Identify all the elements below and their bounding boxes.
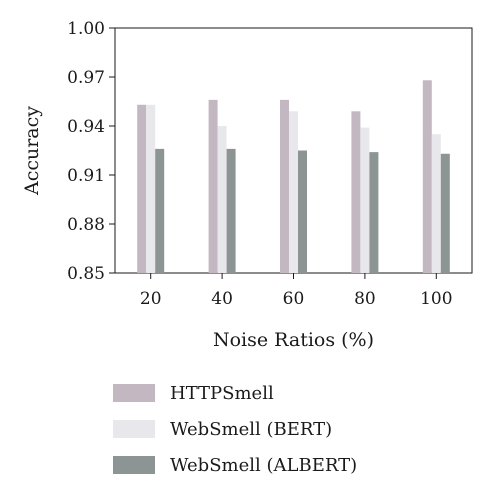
bar-websmell-bert-80 [360, 127, 370, 273]
bar-websmell-albert-100 [440, 153, 450, 273]
bar-websmell-albert-40 [226, 148, 236, 273]
legend-label: WebSmell (ALBERT) [170, 455, 357, 476]
y-tick-label: 0.94 [67, 117, 105, 137]
bar-websmell-bert-40 [217, 126, 227, 273]
bar-websmell-bert-60 [289, 111, 298, 273]
bar-websmell-albert-20 [155, 148, 165, 273]
bar-httpsmell-80 [351, 111, 361, 273]
x-tick-label: 40 [211, 289, 233, 309]
bar-websmell-bert-20 [146, 104, 156, 274]
y-tick-label: 0.85 [67, 264, 105, 284]
x-tick-label: 20 [140, 289, 162, 309]
y-axis-label: Accuracy [21, 106, 43, 196]
legend: HTTPSmell WebSmell (BERT) WebSmell (ALBERT… [113, 383, 357, 476]
bar-websmell-albert-80 [369, 152, 379, 273]
y-tick-label: 1.00 [67, 19, 105, 39]
bar-websmell-albert-60 [298, 150, 307, 273]
bar-httpsmell-100 [422, 80, 432, 274]
legend-label: WebSmell (BERT) [170, 419, 332, 440]
bar-httpsmell-20 [137, 104, 147, 274]
bar-websmell-bert-100 [431, 134, 441, 273]
y-tick-label: 0.91 [67, 166, 105, 186]
legend-swatch [113, 384, 155, 402]
x-axis-label: Noise Ratios (%) [213, 329, 374, 351]
legend-label: HTTPSmell [170, 383, 274, 404]
y-tick-label: 0.97 [67, 68, 105, 88]
x-tick-label: 60 [283, 289, 305, 309]
bar-httpsmell-60 [280, 99, 289, 273]
y-tick-label: 0.88 [67, 215, 105, 235]
legend-swatch [113, 456, 155, 474]
legend-swatch [113, 420, 155, 438]
bar-httpsmell-40 [208, 99, 218, 273]
x-tick-label: 80 [354, 289, 376, 309]
x-tick-label: 100 [420, 289, 452, 309]
